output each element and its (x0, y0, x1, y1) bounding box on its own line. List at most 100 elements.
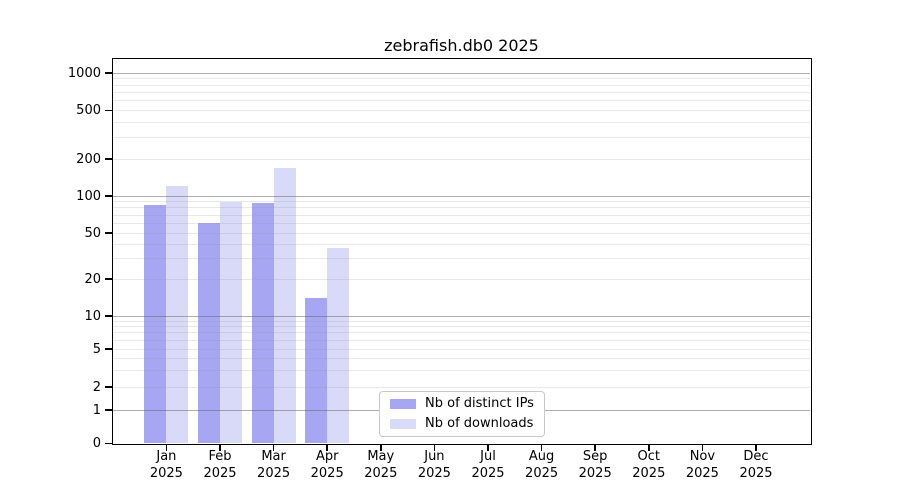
chart-title: zebrafish.db0 2025 (384, 36, 539, 55)
bar-downloads-mar (273, 167, 296, 444)
gridline-y-2 (113, 386, 810, 388)
gridline-y-800 (113, 84, 810, 86)
gridline-y-1000 (113, 72, 810, 74)
x-label-year: 2025 (203, 465, 237, 481)
x-tick-label-mar: Mar 2025 (242, 449, 306, 482)
gridline-y-9 (113, 320, 810, 322)
y-tick-label-10: 10 (84, 308, 101, 324)
y-tick-label-100: 100 (76, 188, 101, 204)
x-label-year: 2025 (417, 465, 451, 481)
gridline-y-30 (113, 258, 810, 260)
gridline-y-100 (113, 195, 810, 197)
y-tick-label-200: 200 (76, 151, 101, 167)
legend: Nb of distinct IPs Nb of downloads (379, 391, 545, 437)
y-tick-label-20: 20 (84, 271, 101, 287)
gridline-y-6 (113, 339, 810, 341)
y-tick-label-50: 50 (84, 225, 101, 241)
x-label-month: May (367, 449, 395, 464)
x-tick-may (380, 444, 382, 451)
x-tick-label-jan: Jan 2025 (134, 449, 198, 482)
x-label-month: Nov (689, 449, 716, 464)
legend-label-downloads: Nb of downloads (425, 416, 534, 431)
x-tick-feb (219, 444, 221, 451)
x-label-month: Jul (480, 449, 496, 464)
x-tick-jul (487, 444, 489, 451)
gridline-y-3 (113, 369, 810, 371)
legend-label-distinct-ips: Nb of distinct IPs (425, 396, 534, 411)
y-tick-label-1000: 1000 (67, 65, 101, 81)
legend-item-distinct-ips: Nb of distinct IPs (390, 397, 534, 411)
x-label-month: Oct (637, 449, 661, 464)
y-tick-label-5: 5 (92, 341, 101, 357)
gridline-y-200 (113, 158, 810, 160)
x-label-month: Dec (743, 449, 769, 464)
x-label-year: 2025 (578, 465, 612, 481)
y-tick-100 (105, 195, 112, 197)
bar-downloads-jan (166, 186, 189, 444)
gridline-y-600 (113, 100, 810, 102)
gridline-y-60 (113, 222, 810, 224)
x-label-month: Aug (528, 449, 555, 464)
y-tick-label-1: 1 (92, 402, 101, 418)
gridline-y-8 (113, 326, 810, 328)
legend-swatch-distinct-ips (390, 399, 416, 409)
gridline-y-70 (113, 214, 810, 216)
x-tick-label-feb: Feb 2025 (188, 449, 252, 482)
x-tick-jan (165, 444, 168, 451)
y-tick-label-500: 500 (76, 103, 101, 118)
gridline-y-50 (113, 232, 810, 234)
y-tick-200 (105, 158, 112, 160)
x-tick-label-aug: Aug 2025 (510, 449, 574, 482)
x-label-year: 2025 (525, 465, 559, 481)
x-label-month: Feb (208, 449, 232, 464)
x-tick-label-jun: Jun 2025 (402, 449, 466, 482)
x-label-month: Sep (582, 449, 608, 464)
x-label-year: 2025 (471, 465, 505, 481)
gridline-y-300 (113, 137, 810, 139)
x-tick-aug (540, 444, 543, 451)
y-tick-2 (105, 386, 112, 388)
legend-swatch-downloads (390, 419, 416, 429)
gridline-y-900 (113, 78, 810, 80)
x-label-year: 2025 (310, 465, 344, 481)
x-tick-label-apr: Apr 2025 (295, 449, 359, 482)
bar-distinct-ips-jan (144, 204, 167, 444)
x-label-year: 2025 (149, 465, 183, 481)
gridline-y-80 (113, 207, 810, 209)
bar-distinct-ips-mar (251, 202, 274, 444)
gridline-y-500 (113, 110, 810, 111)
bar-distinct-ips-feb (198, 223, 220, 444)
y-tick-label-0: 0 (92, 436, 101, 451)
gridline-y-40 (113, 243, 810, 245)
x-tick-jun (433, 444, 436, 451)
x-tick-nov (701, 444, 704, 451)
gridline-y-400 (113, 121, 810, 123)
gridline-y-5 (113, 348, 810, 350)
gridline-y-20 (113, 278, 810, 280)
x-tick-apr (326, 444, 328, 451)
bar-downloads-apr (327, 248, 350, 444)
y-tick-0 (105, 442, 112, 445)
gridline-y-7 (113, 332, 810, 334)
x-label-year: 2025 (364, 465, 398, 481)
y-tick-50 (105, 232, 112, 234)
y-tick-20 (105, 278, 112, 280)
x-tick-sep (594, 444, 596, 451)
legend-item-downloads: Nb of downloads (390, 417, 534, 431)
x-tick-oct (648, 444, 650, 451)
x-label-year: 2025 (632, 465, 666, 481)
x-label-month: Jan (156, 449, 177, 464)
bar-downloads-feb (220, 201, 242, 444)
x-tick-label-dec: Dec 2025 (724, 449, 788, 482)
y-tick-10 (105, 315, 112, 317)
y-tick-5 (105, 348, 112, 350)
x-tick-mar (272, 444, 275, 451)
y-tick-1000 (105, 72, 112, 74)
gridline-y-10 (113, 315, 810, 317)
x-label-year: 2025 (685, 465, 719, 481)
y-tick-1 (105, 409, 112, 411)
x-tick-label-jul: Jul 2025 (456, 449, 520, 482)
x-label-month: Apr (315, 449, 339, 464)
y-tick-label-2: 2 (92, 379, 101, 395)
